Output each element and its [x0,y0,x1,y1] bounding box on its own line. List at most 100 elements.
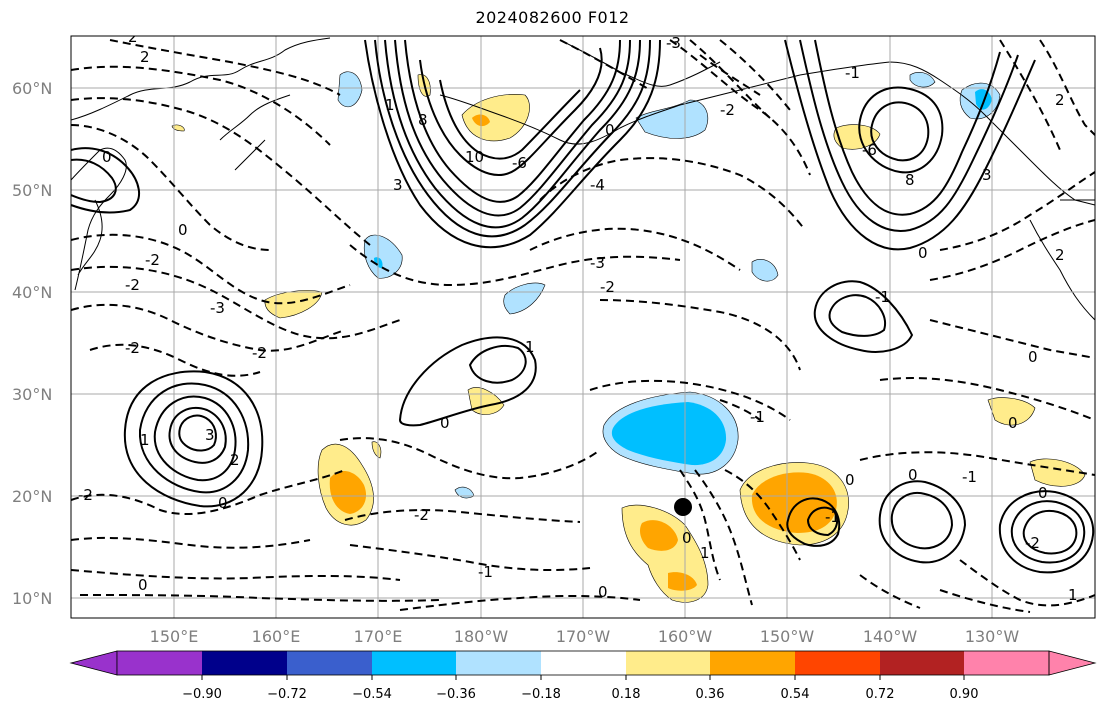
contour-label: 8 [905,171,915,189]
contour-label: -1 [478,563,493,581]
longitude-label: 140°W [863,627,918,646]
contour-line-solid [404,39,621,203]
positive-anomaly-region [329,470,367,514]
contour-line-solid [439,79,581,160]
contour-line-dashed [719,399,761,421]
contour-line-dashed [529,227,741,271]
contour-line-dashed [109,39,341,96]
positive-anomaly-region [751,472,837,533]
longitude-label: 170°E [354,627,403,646]
contour-line-dashed [71,569,401,581]
contour-line-dashed [879,377,1095,421]
contour-line-dashed [589,379,791,421]
contour-label: 2 [1055,91,1065,109]
contour-label: -2 [252,344,267,362]
colorbar-swatch [626,651,710,675]
contour-label: -1 [750,408,765,426]
contour-label: -6 [512,154,527,172]
contour-line-dashed [344,509,581,523]
contour-line-solid [168,407,227,464]
latitude-label: 40°N [12,283,52,302]
contour-label: 0 [682,529,692,547]
contour-line-solid [123,370,264,508]
contour-line-dashed [89,343,261,377]
contour-label: 0 [138,576,148,594]
contour-label: 0 [440,414,450,432]
contour-label: -4 [590,176,605,194]
positive-anomaly-region [668,572,697,591]
colorbar-swatch [202,651,287,675]
contour-line-solid [398,336,537,427]
contour-label: 2 [1055,246,1065,264]
contour-label: 10 [465,148,484,166]
storm-center-marker [674,498,692,516]
longitude-label: 130°W [965,627,1020,646]
contour-line-solid [468,345,527,384]
colorbar-swatch [456,651,541,675]
negative-anomaly-region [909,72,936,88]
latitude-label: 50°N [12,181,52,200]
contour-line-dashed [349,544,591,571]
contour-line-dashed [859,574,921,609]
latitude-label: 30°N [12,385,52,404]
contour-label: 1 [385,96,395,114]
colorbar-swatch [372,651,456,675]
contour-line-solid [870,101,930,162]
positive-anomaly-region [371,441,382,459]
contour-label: -2 [78,486,93,504]
contour-line-dashed [71,303,346,352]
longitude-label: 170°W [556,627,611,646]
contour-label: 2 [230,451,240,469]
colorbar-ticks [201,675,965,680]
positive-anomaly-region [640,520,678,551]
contour-label: -2 [600,278,615,296]
colorbar-tick-label: −0.18 [521,687,561,702]
contour-line-dashed [859,451,1095,476]
coastline-asia [71,37,331,291]
contour-label: 0 [918,244,928,262]
latitude-label: 10°N [12,589,52,608]
map-frame [70,35,1096,619]
negative-anomaly-region [503,282,546,315]
colorbar-tick-label: 0.36 [696,687,725,702]
contour-line-solid [1010,500,1086,564]
negative-anomaly-region [751,259,779,282]
latitude-labels: 60°N 50°N 40°N 30°N 20°N 10°N [12,79,52,608]
contour-line-dashed [679,469,721,581]
contour-line-dashed [79,594,441,602]
contour-line-solid [813,280,914,353]
negative-anomaly-region [611,402,727,466]
contour-label: 0 [178,221,188,239]
longitude-label: 180°W [454,627,509,646]
contour-label: -2 [145,251,160,269]
contour-line-dashed [959,559,1095,607]
colorbar-swatch [287,651,372,675]
contour-label: -2 [125,339,140,357]
contour-line-dashed [71,265,401,340]
contour-label: 0 [1008,414,1018,432]
contour-line-dashed [694,469,753,606]
contour-line-solid [878,480,967,564]
contour-line-dashed [999,39,1061,151]
contour-line-dashed [599,299,801,371]
contour-line-dashed [669,39,811,176]
contour-line-dashed [929,319,1095,359]
colorbar-tick-label: −0.54 [352,687,392,702]
contour-line-dashed [939,171,1095,251]
shaded-anomaly-regions [171,71,1086,603]
contour-line-dashed [699,54,761,96]
colorbar: −0.90 −0.72 −0.54 −0.36 −0.18 0.18 0.36 … [69,650,1097,702]
colorbar-tick-label: −0.36 [436,687,476,702]
contour-label-group: 2 2 0 0 -2 -3 -2 -2 -2 -3 0 -2 0 -2 3 2 … [78,34,1078,604]
contour-label: 0 [1038,484,1048,502]
contour-line-dashed [71,97,371,246]
contour-label: -3 [666,34,681,52]
colorbar-swatch [964,651,1049,675]
contour-label: 3 [982,166,992,184]
contour-line-dashed [929,219,1095,281]
contour-label: 0 [845,471,855,489]
contour-label: 0 [605,121,615,139]
contour-label: -2 [720,101,735,119]
contour-line-solid [1022,510,1078,555]
contour-line-dashed [349,244,681,287]
